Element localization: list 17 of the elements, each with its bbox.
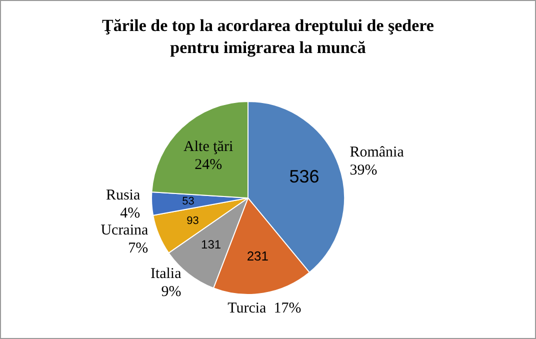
text: 39% [350, 162, 378, 178]
slice-label: Rusia [106, 187, 140, 204]
slice-label: Alte ţări [184, 138, 234, 155]
category-label: Turcia 17% [228, 300, 302, 316]
data-label: 536 [289, 166, 320, 187]
data-label: 53 [182, 196, 194, 208]
slice-label: România [350, 144, 404, 160]
slice-label: Italia [150, 266, 182, 282]
chart-title: Ţările de top la acordarea dreptului de şedere pentru imigrarea la muncă [101, 15, 435, 59]
slice-label: Ucraina [100, 222, 149, 238]
data-label: 93 [186, 214, 199, 227]
text: 7% [128, 240, 148, 256]
text: 4% [120, 205, 140, 222]
data-label: 231 [246, 248, 269, 264]
text: 9% [161, 284, 182, 300]
text: 24% [194, 156, 222, 173]
data-label: 131 [201, 237, 222, 252]
